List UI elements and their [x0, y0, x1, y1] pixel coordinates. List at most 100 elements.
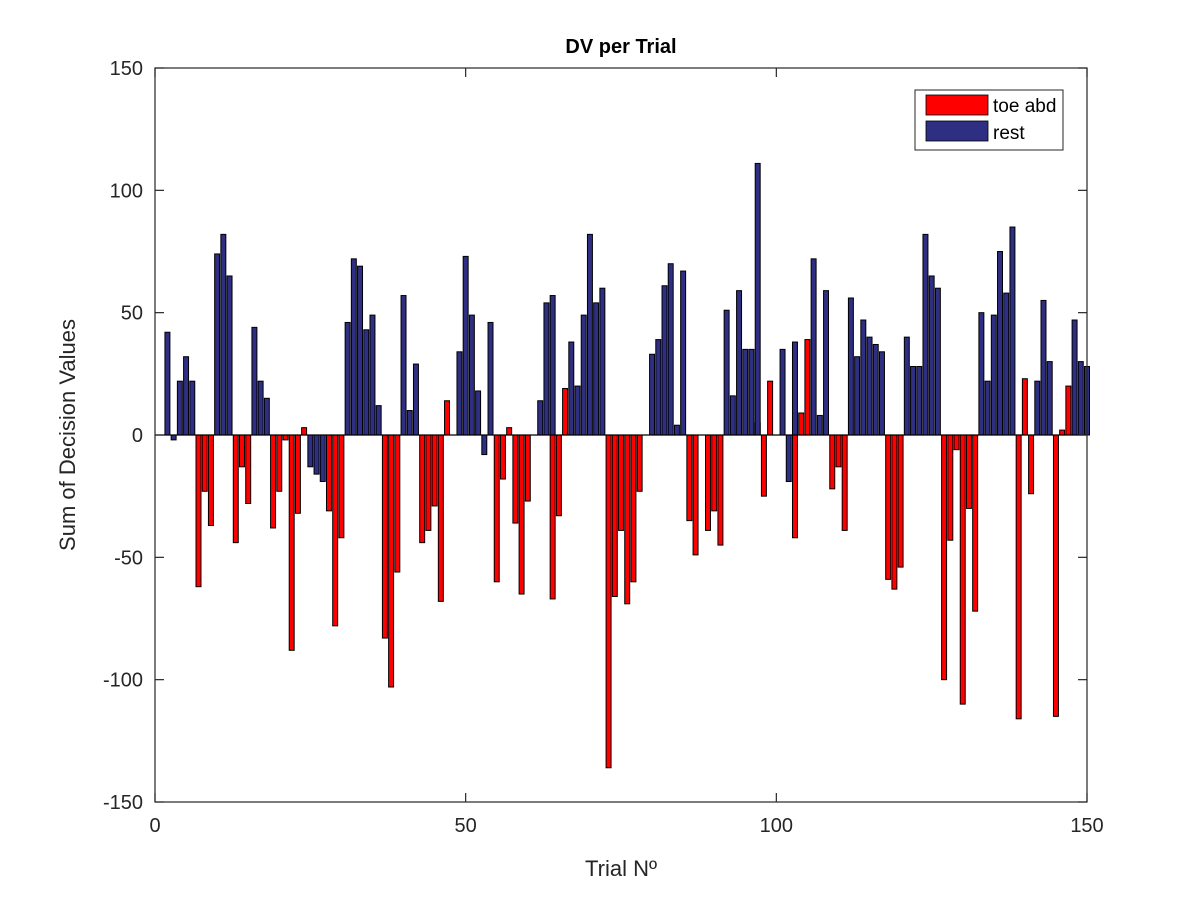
bar-rest-trial-63	[543, 302, 550, 436]
bar-toe-abd-trial-132	[972, 434, 979, 612]
bar-rest-trial-92	[723, 309, 730, 436]
bar-rest-trial-71	[593, 302, 600, 436]
bar-toe-abd-trial-8	[201, 434, 208, 492]
bar-rest-trial-18	[263, 397, 270, 436]
bar-rest-trial-123	[916, 365, 923, 436]
bar-rest-trial-51	[468, 314, 475, 436]
x-axis-label: Trial Nº	[585, 856, 657, 881]
bar-rest-trial-103	[791, 341, 798, 436]
bar-rest-trial-25	[307, 434, 314, 468]
bar-rest-trial-122	[910, 365, 917, 436]
bar-toe-abd-trial-89	[705, 434, 711, 531]
bar-toe-abd-trial-19	[270, 434, 277, 529]
bar-toe-abd-trial-43	[419, 434, 426, 544]
bar-toe-abd-trial-30	[338, 434, 345, 539]
bar-toe-abd-trial-66	[562, 388, 569, 436]
bar-rest-trial-84	[673, 424, 680, 436]
y-tick-label: -150	[103, 792, 143, 814]
bar-rest-trial-97	[754, 162, 761, 436]
bar-toe-abd-trial-111	[841, 434, 848, 531]
bar-toe-abd-trial-77	[630, 434, 637, 583]
bar-toe-abd-trial-91	[717, 434, 724, 546]
bar-rest-trial-40	[400, 295, 407, 436]
bar-rest-trial-83	[667, 263, 674, 436]
bar-toe-abd-trial-14	[239, 434, 245, 468]
bar-rest-trial-11	[220, 233, 227, 436]
bar-rest-trial-115	[866, 336, 873, 436]
chart-title: DV per Trial	[565, 36, 676, 58]
bar-toe-abd-trial-105	[804, 339, 811, 436]
x-tick-label: 100	[760, 815, 793, 837]
bar-rest-trial-116	[872, 343, 879, 436]
bar-rest-trial-125	[928, 275, 935, 436]
bar-toe-abd-trial-9	[207, 434, 214, 527]
bar-rest-trial-137	[1003, 292, 1010, 436]
bar-toe-abd-trial-110	[835, 434, 842, 468]
bar-toe-abd-trial-139	[1015, 434, 1022, 720]
bar-toe-abd-trial-37	[381, 434, 388, 639]
bar-toe-abd-trial-74	[611, 434, 618, 597]
bar-rest-trial-50	[462, 255, 469, 436]
bar-toe-abd-trial-128	[947, 434, 954, 541]
bar-rest-trial-35	[369, 314, 376, 436]
bar-toe-abd-trial-120	[897, 434, 904, 568]
bar-rest-trial-85	[680, 270, 687, 436]
bar-toe-abd-trial-7	[195, 434, 202, 588]
bar-rest-trial-53	[481, 434, 488, 456]
bar-rest-trial-33	[357, 265, 364, 436]
bar-toe-abd-trial-23	[294, 434, 301, 514]
x-tick-label: 0	[149, 815, 160, 837]
bar-rest-trial-68	[574, 385, 581, 436]
bar-toe-abd-trial-15	[245, 434, 252, 505]
bar-toe-abd-trial-127	[941, 434, 948, 681]
bar-rest-trial-4	[176, 380, 183, 436]
bar-rest-trial-34	[363, 329, 370, 436]
bar-rest-trial-108	[823, 290, 830, 436]
bar-toe-abd-trial-87	[692, 434, 699, 556]
ticks-layer: 0 50 100 150 -150 -100 -50 0 50 100 150	[103, 58, 1104, 837]
bar-rest-trial-54	[487, 321, 494, 436]
bar-rest-trial-69	[580, 314, 587, 436]
bar-toe-abd-trial-98	[760, 434, 767, 497]
legend-label-toe-abd: toe abd	[993, 96, 1056, 117]
bar-toe-abd-trial-130	[959, 434, 966, 705]
bar-toe-abd-trial-146	[1059, 429, 1066, 436]
bar-rest-trial-126	[934, 287, 941, 436]
bar-toe-abd-trial-145	[1052, 434, 1059, 717]
y-tick-label: 150	[110, 58, 143, 80]
y-axis-label: Sum of Decision Values	[55, 319, 80, 551]
bars-layer	[164, 162, 1090, 769]
bar-rest-trial-41	[406, 410, 413, 436]
bar-rest-trial-81	[655, 339, 662, 436]
bar-rest-trial-36	[375, 405, 382, 436]
y-tick-label: 0	[132, 425, 143, 447]
bar-toe-abd-trial-64	[549, 434, 556, 600]
bar-toe-abd-trial-29	[332, 434, 339, 627]
bar-toe-abd-trial-57	[506, 427, 513, 436]
legend-swatch-toe-abd	[925, 94, 989, 116]
bar-toe-abd-trial-58	[512, 434, 519, 524]
bar-rest-trial-96	[748, 348, 755, 436]
bar-rest-trial-16	[251, 326, 258, 436]
bar-rest-trial-94	[736, 290, 743, 436]
bar-toe-abd-trial-147	[1065, 385, 1072, 436]
bar-rest-trial-64	[549, 295, 556, 436]
bar-toe-abd-trial-60	[524, 434, 531, 502]
bar-rest-trial-95	[742, 348, 749, 436]
bar-toe-abd-trial-73	[605, 434, 612, 769]
bar-rest-trial-107	[816, 414, 823, 436]
bar-rest-trial-93	[729, 395, 736, 436]
bar-toe-abd-trial-20	[276, 434, 283, 492]
bar-rest-trial-149	[1077, 361, 1084, 436]
bar-rest-trial-49	[456, 351, 463, 436]
x-tick-label: 50	[455, 815, 477, 837]
bar-rest-trial-17	[257, 380, 264, 436]
bar-rest-trial-27	[319, 434, 326, 482]
bar-rest-trial-114	[860, 319, 867, 436]
bar-toe-abd-trial-129	[953, 434, 960, 451]
bar-rest-trial-12	[226, 275, 233, 436]
bar-toe-abd-trial-141	[1028, 434, 1035, 495]
bar-toe-abd-trial-104	[798, 412, 805, 436]
bar-toe-abd-trial-28	[325, 434, 332, 512]
bar-toe-abd-trial-45	[431, 434, 438, 507]
